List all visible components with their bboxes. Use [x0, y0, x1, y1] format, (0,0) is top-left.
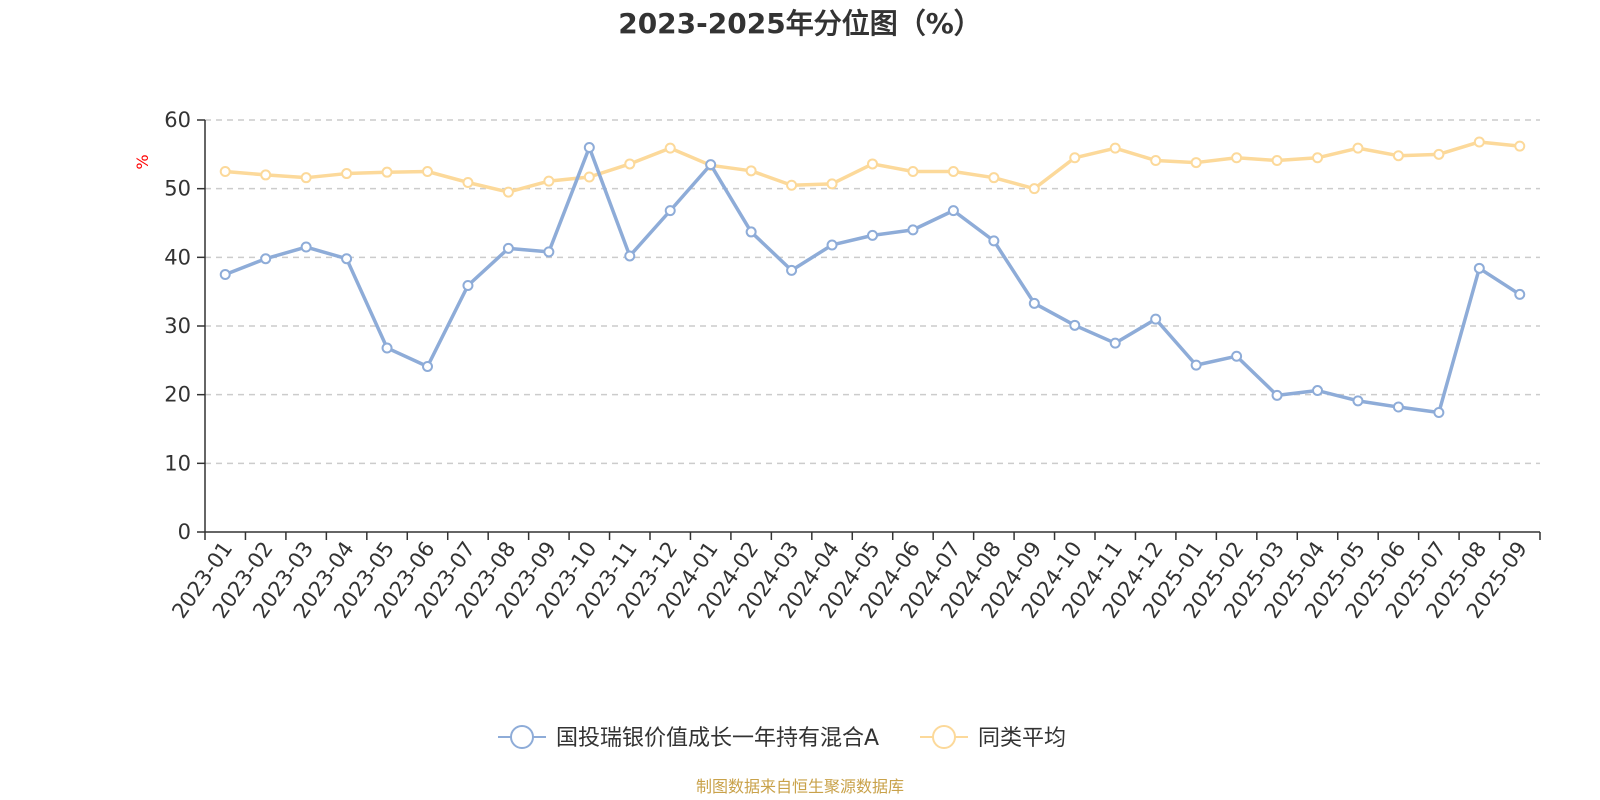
series-line: [223, 145, 1522, 415]
data-point[interactable]: [502, 186, 514, 198]
data-point[interactable]: [300, 241, 312, 253]
data-point[interactable]: [705, 159, 717, 171]
data-point[interactable]: [1473, 262, 1485, 274]
data-point[interactable]: [826, 178, 838, 190]
data-point[interactable]: [341, 253, 353, 265]
data-point[interactable]: [1473, 136, 1485, 148]
data-point[interactable]: [422, 361, 433, 373]
y-axis-unit: %: [133, 154, 152, 169]
data-point[interactable]: [341, 168, 353, 180]
data-point[interactable]: [1069, 319, 1081, 331]
legend-item-peer-average[interactable]: 同类平均: [920, 725, 1066, 751]
data-source-note: 制图数据来自恒生聚源数据库: [696, 777, 904, 796]
legend[interactable]: 国投瑞银价值成长一年持有混合A 同类平均: [498, 725, 1066, 751]
legend-label: 国投瑞银价值成长一年持有混合A: [556, 726, 879, 751]
data-point[interactable]: [1150, 313, 1162, 325]
legend-label: 同类平均: [978, 726, 1066, 751]
data-point[interactable]: [1109, 142, 1121, 154]
data-point[interactable]: [583, 171, 595, 183]
data-point[interactable]: [219, 269, 231, 280]
data-point[interactable]: [947, 166, 959, 177]
data-point[interactable]: [1069, 152, 1081, 164]
data-point[interactable]: [826, 239, 838, 251]
data-point[interactable]: [664, 142, 676, 154]
y-tick-label: 20: [164, 383, 191, 407]
axes: 01020304050602023-012023-022023-032023-0…: [164, 108, 1541, 623]
data-point[interactable]: [947, 205, 959, 217]
series-peer-average: [219, 136, 1526, 198]
data-point[interactable]: [300, 172, 312, 184]
data-point[interactable]: [1433, 148, 1445, 160]
data-point[interactable]: [1271, 155, 1283, 167]
data-point[interactable]: [462, 279, 474, 291]
data-point[interactable]: [1433, 407, 1445, 419]
data-point[interactable]: [422, 166, 433, 177]
y-tick-label: 40: [164, 245, 191, 269]
data-point[interactable]: [624, 250, 636, 262]
data-point[interactable]: [1514, 140, 1526, 152]
data-point[interactable]: [786, 179, 798, 191]
data-point[interactable]: [381, 166, 393, 178]
chart-title: 2023-2025年分位图（%）: [618, 7, 982, 40]
data-point[interactable]: [543, 175, 555, 187]
data-point[interactable]: [1028, 297, 1040, 309]
legend-marker: [932, 725, 956, 749]
data-point[interactable]: [1109, 337, 1121, 349]
data-point[interactable]: [1392, 150, 1404, 162]
data-point[interactable]: [1392, 401, 1404, 413]
data-point[interactable]: [1514, 288, 1526, 300]
data-point[interactable]: [1352, 142, 1364, 154]
data-point[interactable]: [786, 264, 798, 276]
data-point[interactable]: [462, 176, 474, 188]
data-point[interactable]: [219, 166, 231, 177]
data-point[interactable]: [543, 246, 555, 258]
data-point[interactable]: [1190, 359, 1202, 371]
data-point[interactable]: [1312, 152, 1323, 164]
legend-item-fund[interactable]: 国投瑞银价值成长一年持有混合A: [498, 725, 879, 751]
data-point[interactable]: [381, 342, 393, 354]
legend-marker: [510, 725, 534, 749]
series-fund: [219, 141, 1526, 419]
data-point[interactable]: [867, 158, 878, 170]
data-point[interactable]: [583, 141, 595, 153]
data-point[interactable]: [867, 229, 878, 241]
data-point[interactable]: [1352, 395, 1364, 407]
data-point[interactable]: [907, 224, 919, 236]
data-point[interactable]: [745, 226, 757, 238]
data-point[interactable]: [1190, 157, 1202, 169]
data-point[interactable]: [988, 235, 1000, 247]
data-point[interactable]: [1271, 389, 1283, 401]
y-tick-label: 10: [164, 451, 191, 475]
data-point[interactable]: [502, 242, 514, 254]
data-point[interactable]: [1231, 152, 1243, 164]
y-tick-label: 0: [178, 520, 191, 544]
data-point[interactable]: [907, 166, 919, 177]
data-point[interactable]: [1312, 385, 1323, 397]
data-point[interactable]: [1028, 183, 1040, 195]
y-tick-label: 60: [164, 108, 191, 132]
data-point[interactable]: [260, 253, 272, 265]
data-point[interactable]: [664, 205, 676, 217]
data-point[interactable]: [624, 158, 636, 170]
data-point[interactable]: [260, 169, 272, 181]
data-point[interactable]: [1150, 155, 1162, 167]
y-tick-label: 30: [164, 314, 191, 338]
data-point[interactable]: [988, 172, 1000, 184]
y-tick-label: 50: [164, 177, 191, 201]
data-point[interactable]: [745, 165, 757, 177]
series-layer: [219, 136, 1526, 419]
data-point[interactable]: [1231, 350, 1243, 362]
